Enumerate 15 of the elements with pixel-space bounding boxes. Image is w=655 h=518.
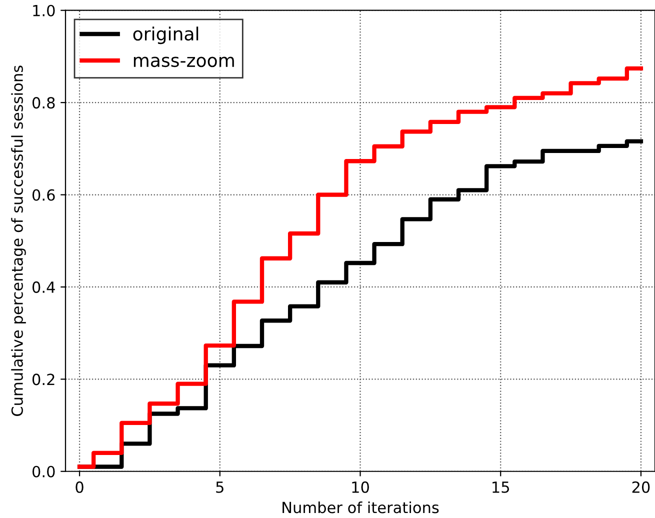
x-axis-title: Number of iterations bbox=[282, 501, 439, 514]
legend-label: mass-zoom bbox=[134, 56, 234, 68]
legend-label: original bbox=[133, 26, 198, 44]
y-tick-label: 0.4 bbox=[32, 281, 55, 293]
x-tick-label: 20 bbox=[632, 481, 650, 493]
x-tick-label: 5 bbox=[216, 482, 224, 493]
y-tick-label: 0.6 bbox=[32, 189, 55, 201]
y-tick-label: 1.0 bbox=[33, 4, 55, 16]
x-tick-label: 15 bbox=[492, 482, 509, 493]
y-tick-label: 0.8 bbox=[32, 97, 55, 109]
x-tick-label: 0 bbox=[76, 481, 84, 493]
y-tick-label: 0.0 bbox=[32, 466, 55, 478]
y-tick-label: 0.2 bbox=[32, 374, 54, 386]
y-axis-title: Cumulative percentage of successful sessions bbox=[11, 66, 26, 416]
x-tick-label: 10 bbox=[352, 481, 369, 493]
